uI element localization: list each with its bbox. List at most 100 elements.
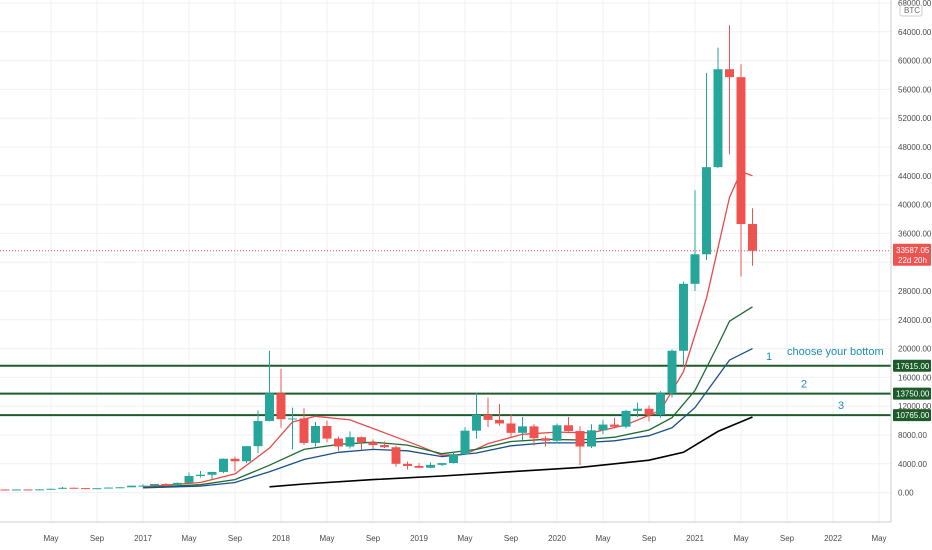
candle-body bbox=[403, 463, 412, 466]
candle-body bbox=[288, 418, 297, 420]
symbol-badge bbox=[899, 4, 923, 17]
candle-body bbox=[449, 454, 458, 464]
level-price-tag-text: 10765.00 bbox=[896, 411, 930, 420]
candle-body bbox=[173, 482, 182, 485]
candle-body bbox=[334, 438, 343, 447]
x-tick-label: Sep bbox=[780, 534, 795, 543]
level-price-tag-text: 13750.00 bbox=[896, 390, 930, 399]
x-tick-label: 2019 bbox=[410, 534, 428, 543]
x-tick-label: 2021 bbox=[686, 534, 704, 543]
candle-body bbox=[69, 487, 79, 489]
candle-body bbox=[506, 423, 516, 433]
y-tick-label: 64000.00 bbox=[898, 28, 932, 37]
moving-averages bbox=[142, 170, 753, 489]
candle-body bbox=[104, 487, 113, 489]
candle-body bbox=[679, 283, 688, 351]
x-tick-label: May bbox=[595, 534, 610, 543]
x-tick-label: 2017 bbox=[134, 534, 152, 543]
x-tick-label: May bbox=[43, 534, 58, 543]
x-tick-label: 2022 bbox=[824, 534, 842, 543]
x-tick-label: 2020 bbox=[548, 534, 566, 543]
candle-body bbox=[621, 410, 631, 427]
candle-body bbox=[219, 458, 228, 472]
candle-body bbox=[0, 489, 10, 491]
candle-body bbox=[242, 446, 251, 462]
x-tick-label: Sep bbox=[366, 534, 381, 543]
candle-body bbox=[345, 437, 355, 447]
y-tick-label: 68000.00 bbox=[898, 0, 932, 8]
candle-body bbox=[58, 487, 67, 489]
candle-body bbox=[472, 414, 481, 431]
candle-body bbox=[414, 465, 424, 468]
y-tick-label: 40000.00 bbox=[898, 201, 932, 210]
y-tick-label: 12000.00 bbox=[898, 402, 932, 411]
x-tick-label: May bbox=[457, 534, 472, 543]
candle-body bbox=[736, 77, 746, 225]
moving-average-line bbox=[269, 416, 753, 488]
candle-body bbox=[276, 393, 286, 420]
x-tick-label: Sep bbox=[228, 534, 243, 543]
candle-body bbox=[161, 484, 171, 486]
candle-body bbox=[713, 69, 723, 168]
candle-body bbox=[12, 489, 21, 491]
candle-body bbox=[690, 254, 700, 284]
candle-body bbox=[702, 167, 711, 255]
candle-body bbox=[575, 431, 585, 447]
candle-body bbox=[184, 476, 194, 483]
level-index-label: 3 bbox=[838, 400, 844, 412]
candle-body bbox=[92, 488, 102, 490]
y-tick-label: 44000.00 bbox=[898, 172, 932, 181]
y-tick-label: 36000.00 bbox=[898, 229, 932, 238]
candle-body bbox=[115, 487, 125, 489]
y-tick-label: 56000.00 bbox=[898, 85, 932, 94]
candle-body bbox=[196, 474, 205, 477]
candle-body bbox=[81, 488, 90, 490]
y-tick-label: 8000.00 bbox=[898, 431, 927, 440]
candle-body bbox=[541, 438, 550, 441]
candle-body bbox=[357, 437, 366, 443]
candle-body bbox=[564, 425, 573, 432]
current-price-countdown: 22d 20h bbox=[898, 256, 927, 265]
candle-body bbox=[460, 430, 470, 455]
candle-body bbox=[391, 447, 401, 464]
candle-body bbox=[299, 418, 309, 443]
candle-body bbox=[230, 458, 240, 462]
level-price-tag-text: 17615.00 bbox=[896, 362, 930, 371]
candle-body bbox=[150, 484, 159, 486]
candle-body bbox=[495, 419, 504, 424]
candle-body bbox=[35, 489, 44, 491]
candle-body bbox=[656, 393, 665, 415]
x-tick-label: 2018 bbox=[272, 534, 290, 543]
candle-body bbox=[748, 224, 757, 251]
x-tick-label: May bbox=[871, 534, 886, 543]
y-tick-label: 20000.00 bbox=[898, 345, 932, 354]
x-tick-label: May bbox=[733, 534, 748, 543]
candles bbox=[0, 25, 757, 491]
level-price-tag bbox=[893, 409, 931, 422]
candle-body bbox=[518, 426, 527, 433]
y-tick-label: 16000.00 bbox=[898, 373, 932, 382]
moving-average-line bbox=[142, 306, 753, 489]
y-tick-label: 24000.00 bbox=[898, 316, 932, 325]
candle-body bbox=[207, 471, 217, 475]
level-price-tag bbox=[893, 359, 931, 372]
current-price-value: 33587.05 bbox=[896, 246, 930, 255]
x-tick-label: May bbox=[319, 534, 334, 543]
candle-body bbox=[667, 350, 677, 394]
time-axis[interactable]: May Sep 2017 May Sep 2018 May Sep 2019 May Sep 2020… bbox=[43, 534, 886, 543]
candle-body bbox=[311, 426, 320, 443]
candle-body bbox=[644, 408, 654, 415]
candle-body bbox=[23, 489, 33, 491]
y-tick-label: 60000.00 bbox=[898, 57, 932, 66]
candle-body bbox=[598, 424, 608, 431]
candle-body bbox=[253, 420, 263, 447]
chart-annotation: choose your bottom bbox=[787, 346, 884, 358]
x-tick-label: Sep bbox=[90, 534, 105, 543]
moving-average-line bbox=[142, 348, 753, 489]
y-tick-label: 48000.00 bbox=[898, 143, 932, 152]
candle-body bbox=[426, 464, 435, 468]
y-tick-label: 4000.00 bbox=[898, 460, 927, 469]
